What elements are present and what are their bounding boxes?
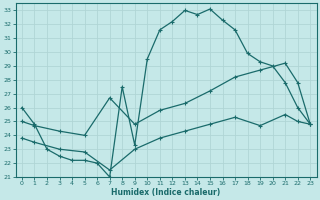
X-axis label: Humidex (Indice chaleur): Humidex (Indice chaleur) [111,188,221,197]
